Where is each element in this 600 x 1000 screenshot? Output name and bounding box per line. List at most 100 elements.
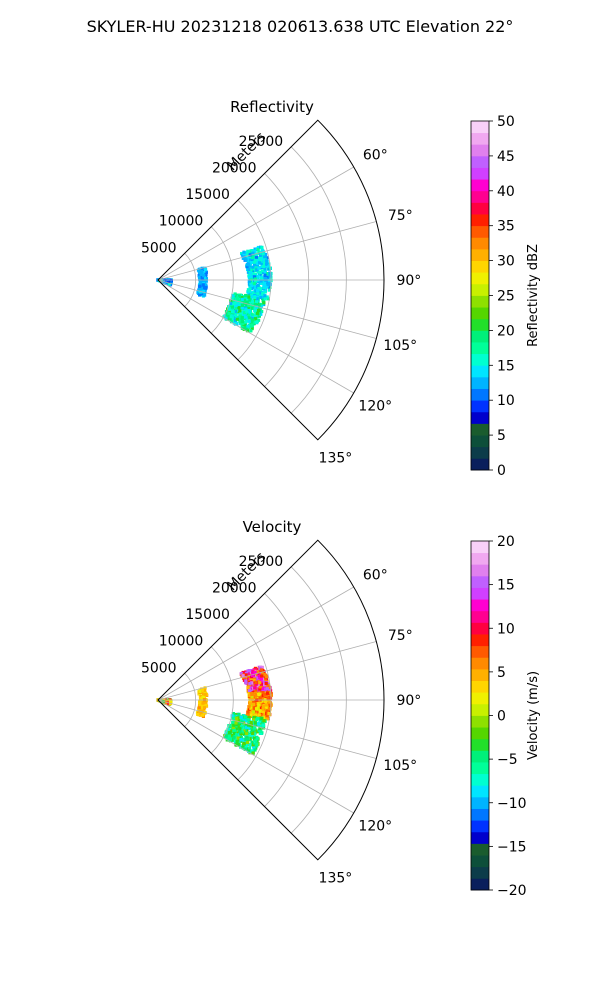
velocity-echo-cell xyxy=(261,721,265,725)
velocity-colorbar: −20 −15 −10 −5 0 5 10 15 20 xyxy=(470,534,527,899)
velocity-echo-cell xyxy=(248,686,252,690)
velocity-colorbar-swatch xyxy=(471,727,489,740)
velocity-echo-cell xyxy=(267,707,271,711)
reflectivity-echo-cell xyxy=(252,319,257,323)
reflectivity-echo-cell xyxy=(201,283,205,287)
reflectivity-echo-cell xyxy=(198,270,202,274)
reflectivity-echo-cell xyxy=(263,255,267,259)
reflectivity-panel: Reflectivity 5000 10000 15000 20000 25000 60… xyxy=(141,98,541,479)
reflectivity-echo-cell xyxy=(197,275,202,279)
velocity-colorbar-tick-label: 20 xyxy=(497,534,515,550)
velocity-echo-cell xyxy=(264,703,269,707)
reflectivity-echo-cell xyxy=(254,255,258,259)
velocity-echo-cell xyxy=(258,709,262,713)
reflectivity-echo-cell xyxy=(262,261,267,266)
reflectivity-colorbar-swatch xyxy=(471,388,489,401)
reflectivity-echo-cell xyxy=(232,321,236,325)
reflectivity-echo-cell xyxy=(261,298,265,302)
reflectivity-colorbar-swatch xyxy=(471,248,489,261)
reflectivity-echo-cell xyxy=(266,272,270,276)
reflectivity-echo-cell xyxy=(204,268,208,272)
velocity-echo-cell xyxy=(197,711,201,715)
velocity-echo-cell xyxy=(252,699,256,703)
reflectivity-echo-cell xyxy=(247,319,251,323)
reflectivity-colorbar-swatch xyxy=(471,167,489,180)
velocity-echo-cell xyxy=(255,676,259,680)
velocity-colorbar-swatch xyxy=(471,785,489,798)
velocity-echo-cell xyxy=(250,673,255,677)
velocity-echo-cell xyxy=(256,692,260,697)
reflectivity-azimuth-spoke xyxy=(157,279,354,394)
velocity-echo-cell xyxy=(267,691,272,695)
velocity-echo-cell xyxy=(246,726,251,730)
reflectivity-echo-cell xyxy=(239,312,243,316)
reflectivity-range-ticks: 5000 10000 15000 20000 25000 xyxy=(141,134,283,257)
reflectivity-echo-cell xyxy=(245,312,249,316)
velocity-echo-cell xyxy=(261,672,265,676)
velocity-echo-cell xyxy=(247,688,252,692)
velocity-azimuth-tick-label: 120° xyxy=(358,818,392,834)
reflectivity-colorbar-swatch xyxy=(471,214,489,227)
velocity-echo-cell xyxy=(241,674,245,678)
velocity-echo-cell xyxy=(239,738,243,742)
reflectivity-echo-cell xyxy=(241,256,245,260)
velocity-echo-cell xyxy=(250,692,254,696)
velocity-echo-cell xyxy=(255,742,259,746)
velocity-echo-cell xyxy=(250,735,254,739)
reflectivity-colorbar-swatch xyxy=(471,225,489,238)
reflectivity-echo-cell xyxy=(237,294,241,298)
velocity-echo-cell xyxy=(248,693,252,697)
velocity-echo-cell xyxy=(257,673,261,678)
reflectivity-echo-cell xyxy=(227,306,231,310)
velocity-echo-cell xyxy=(253,716,258,720)
velocity-echo-cell xyxy=(250,697,254,701)
velocity-colorbar-swatch xyxy=(471,610,489,623)
reflectivity-echo-cell xyxy=(267,283,271,287)
reflectivity-echo-cell xyxy=(249,275,253,279)
reflectivity-colorbar-swatch xyxy=(471,202,489,215)
velocity-range-ticks: 5000 10000 15000 20000 25000 xyxy=(141,554,283,677)
reflectivity-echo-cell xyxy=(253,262,257,266)
velocity-echo-cell xyxy=(251,743,255,747)
reflectivity-echo-cell xyxy=(247,295,251,299)
reflectivity-echo-cell xyxy=(250,295,254,299)
reflectivity-echo-cell xyxy=(255,297,259,301)
velocity-echo-cell xyxy=(250,749,254,753)
reflectivity-echo-cell xyxy=(239,317,243,321)
reflectivity-range-tick-label: 20000 xyxy=(212,161,257,177)
velocity-echo-cell xyxy=(260,674,264,678)
velocity-echo-cell xyxy=(237,725,241,729)
reflectivity-echo-cell xyxy=(200,272,204,276)
reflectivity-echo-cell xyxy=(257,308,261,313)
velocity-echo-cell xyxy=(245,713,249,718)
reflectivity-range-tick-label: 10000 xyxy=(159,214,204,230)
reflectivity-echo-cell xyxy=(265,295,269,299)
velocity-echo-cell xyxy=(254,746,258,750)
reflectivity-echo-cell xyxy=(247,263,251,267)
reflectivity-echo-cell xyxy=(260,245,264,249)
reflectivity-colorbar-tick-label: 25 xyxy=(497,289,515,305)
velocity-colorbar-swatch xyxy=(471,634,489,647)
reflectivity-colorbar-tick-label: 45 xyxy=(497,149,515,165)
velocity-echo-cell xyxy=(261,680,265,684)
velocity-echo-cell xyxy=(258,701,262,705)
velocity-echo-cell xyxy=(246,669,250,673)
velocity-echo-cell xyxy=(197,706,201,710)
velocity-echo-cell xyxy=(258,687,262,691)
velocity-echo-cell xyxy=(265,684,269,688)
velocity-echo-cell xyxy=(203,686,207,690)
velocity-colorbar-tick-label: 10 xyxy=(497,621,515,637)
velocity-echo-cell xyxy=(251,669,255,673)
reflectivity-echo-cell xyxy=(240,303,244,307)
reflectivity-echo-cell xyxy=(253,275,257,279)
reflectivity-echo-cell xyxy=(261,256,265,260)
reflectivity-echo-cell xyxy=(257,266,261,270)
velocity-colorbar-swatch xyxy=(471,750,489,763)
velocity-echo-cell xyxy=(249,721,253,725)
reflectivity-echo-cell xyxy=(263,297,267,301)
reflectivity-echo-cell xyxy=(265,256,269,260)
reflectivity-colorbar-tick-label: 35 xyxy=(497,219,515,235)
reflectivity-echo-cell xyxy=(254,280,258,284)
velocity-echo-cell xyxy=(246,685,250,689)
velocity-echo-cell xyxy=(258,696,262,700)
